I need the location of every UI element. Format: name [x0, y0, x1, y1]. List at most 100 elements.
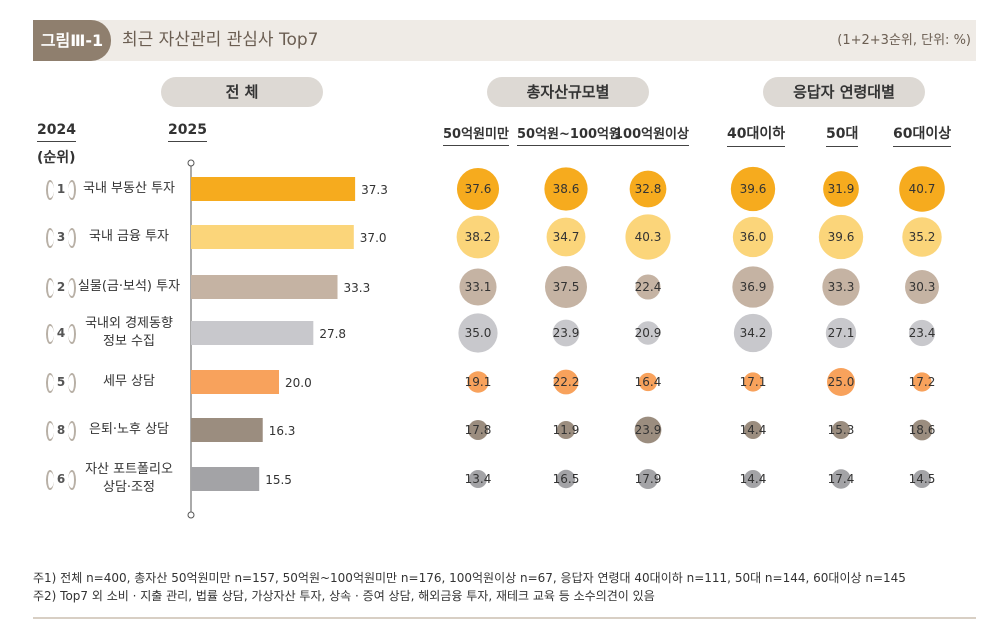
bubble-3-4 — [636, 321, 660, 345]
rank-2024-badge: 2 — [46, 276, 76, 298]
bubble-1-4 — [458, 313, 498, 353]
rank-2024-badge: 5 — [46, 371, 76, 393]
bar-value-label: 15.5 — [265, 473, 292, 487]
bar-7 — [191, 467, 260, 491]
col-header-50s: 50대 — [826, 123, 859, 147]
bubble-value-label: 14.4 — [740, 423, 767, 437]
bubble-4-6 — [744, 421, 762, 439]
bubble-4-5 — [743, 372, 763, 392]
bar-5 — [191, 370, 279, 394]
bubble-6-6 — [911, 419, 933, 441]
bubble-value-label: 15.3 — [828, 423, 855, 437]
bubble-value-label: 13.4 — [465, 472, 492, 486]
col-header-60s-over: 60대이상 — [893, 123, 952, 147]
bar-value-label: 33.3 — [344, 281, 371, 295]
group-label-age: 응답자 연령대별 — [763, 77, 925, 107]
bubble-value-label: 17.1 — [740, 375, 767, 389]
bar-value-label: 27.8 — [319, 327, 346, 341]
bar-6 — [191, 418, 263, 442]
bubble-value-label: 40.7 — [909, 182, 936, 196]
category-label: 국내 부동산 투자 — [83, 181, 175, 196]
bubble-value-label: 36.9 — [740, 280, 767, 294]
bubble-4-3 — [732, 266, 774, 308]
bottom-divider — [33, 617, 976, 619]
bubble-4-4 — [733, 313, 773, 353]
category-label: 국내외 경제동향 정보 수집 — [85, 316, 173, 349]
bubble-3-5 — [638, 372, 658, 392]
bubble-6-4 — [908, 319, 936, 347]
group-label-asset-size: 총자산규모별 — [487, 77, 649, 107]
bar-3 — [191, 275, 338, 299]
bar-value-label: 37.0 — [360, 231, 387, 245]
bubble-value-label: 16.5 — [553, 472, 580, 486]
bubble-5-1 — [823, 171, 859, 207]
bubble-value-label: 25.0 — [828, 375, 855, 389]
bubble-value-label: 16.4 — [635, 375, 662, 389]
bubble-2-1 — [544, 167, 588, 211]
bubble-2-6 — [557, 421, 575, 439]
bubble-value-label: 40.3 — [635, 230, 662, 244]
unit-note: (1+2+3순위, 단위: %) — [837, 33, 971, 48]
bubble-value-label: 32.8 — [635, 182, 662, 196]
rank-2024-badge: 1 — [46, 178, 76, 200]
category-label: 국내 금융 투자 — [88, 229, 170, 244]
year-2024-header: 2024 — [37, 122, 76, 142]
bubble-value-label: 34.2 — [740, 326, 767, 340]
bubble-value-label: 36.0 — [740, 230, 767, 244]
bubble-value-label: 39.6 — [740, 182, 767, 196]
bubble-value-label: 14.4 — [740, 472, 767, 486]
bubble-1-5 — [467, 371, 489, 393]
bubble-5-3 — [822, 268, 860, 306]
bubble-value-label: 17.9 — [635, 472, 662, 486]
rank-2024-badge: 8 — [46, 419, 76, 441]
bar-value-label: 37.3 — [361, 183, 388, 197]
bubble-6-3 — [905, 270, 939, 304]
col-header-40s-under: 40대이하 — [727, 123, 786, 147]
title-bar — [33, 20, 976, 61]
bubble-6-5 — [912, 372, 932, 392]
bubble-5-5 — [827, 368, 855, 396]
bubble-4-1 — [730, 166, 776, 212]
group-label-total: 전 체 — [161, 77, 323, 107]
axis-top-cap — [187, 159, 195, 167]
bubble-1-3 — [459, 268, 497, 306]
bubble-1-2 — [456, 215, 500, 259]
bubble-1-6 — [468, 420, 488, 440]
bubble-5-6 — [832, 421, 850, 439]
bubble-value-label: 20.9 — [635, 326, 662, 340]
bubble-2-2 — [546, 217, 586, 257]
bubble-6-7 — [913, 470, 931, 488]
bubble-value-label: 37.5 — [553, 280, 580, 294]
bubble-value-label: 38.6 — [553, 182, 580, 196]
year-2025-header: 2025 — [168, 122, 207, 142]
bubble-4-7 — [744, 470, 762, 488]
bubble-value-label: 23.4 — [909, 326, 936, 340]
bar-2 — [191, 225, 354, 249]
bubble-3-7 — [637, 468, 659, 490]
col-header-under-5b: 50억원미만 — [443, 123, 509, 146]
bubble-5-4 — [825, 317, 857, 349]
bubble-value-label: 22.4 — [635, 280, 662, 294]
bubble-6-2 — [902, 217, 942, 257]
bubble-4-2 — [732, 216, 774, 258]
category-label: 자산 포트폴리오 상담·조정 — [85, 462, 173, 495]
bubble-value-label: 17.4 — [828, 472, 855, 486]
bubble-value-label: 31.9 — [828, 182, 855, 196]
figure-label: 그림Ⅲ-1 — [33, 20, 111, 61]
bubble-value-label: 22.2 — [553, 375, 580, 389]
bubble-value-label: 17.8 — [465, 423, 492, 437]
category-label: 실물(금·보석) 투자 — [77, 279, 181, 294]
col-header-over-10b: 100억원이상 — [614, 123, 689, 146]
bubble-3-3 — [635, 274, 661, 300]
bubble-2-5 — [553, 369, 579, 395]
bubble-value-label: 18.6 — [909, 423, 936, 437]
bubble-value-label: 14.5 — [909, 472, 936, 486]
bubble-value-label: 39.6 — [828, 230, 855, 244]
col-header-5b-10b: 50억원~100억원 — [517, 123, 621, 146]
bubble-5-2 — [818, 214, 864, 260]
bubble-2-3 — [545, 266, 587, 308]
bar-4 — [191, 321, 314, 345]
category-label: 세무 상담 — [103, 374, 155, 389]
bubble-value-label: 30.3 — [909, 280, 936, 294]
bubble-6-1 — [899, 166, 945, 212]
